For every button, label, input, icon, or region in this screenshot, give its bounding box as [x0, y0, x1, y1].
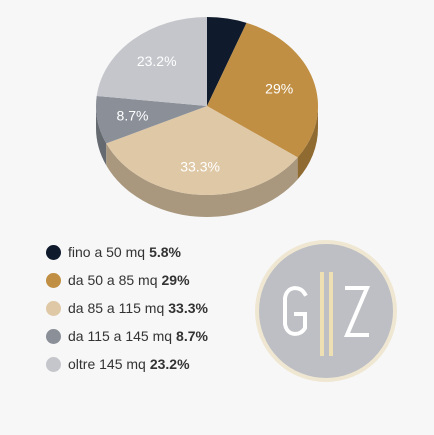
legend-item-da-85-a-115-mq[interactable]: da 85 a 115 mq 33.3%	[46, 294, 208, 322]
pie-side-da-50-a-85-mq	[297, 106, 318, 180]
slice-label-da-85-a-115-mq: 33.3%	[180, 158, 220, 174]
pie-slice-oltre-145-mq[interactable]	[96, 17, 207, 106]
pie-chart: 29% 33.3% 8.7% 23.2%	[95, 17, 318, 217]
pie-slice-fino-a-50-mq[interactable]	[207, 17, 247, 106]
legend-label: fino a 50 mq	[68, 244, 146, 260]
legend-item-oltre-145-mq[interactable]: oltre 145 mq 23.2%	[46, 350, 208, 378]
pie-side-da-85-a-115-mq	[106, 143, 298, 217]
legend-label: da 50 a 85 mq	[68, 272, 158, 288]
legend-label: da 85 a 115 mq	[68, 300, 165, 316]
legend-item-fino-a-50-mq[interactable]: fino a 50 mq 5.8%	[46, 238, 208, 266]
legend-value: 23.2%	[149, 356, 190, 372]
slice-label-da-115-a-145-mq: 8.7%	[117, 108, 149, 124]
legend-value: 33.3%	[168, 300, 208, 316]
pie-side-da-115-a-145-mq	[96, 106, 107, 166]
legend-value: 29%	[161, 272, 190, 288]
legend-swatch	[46, 328, 61, 344]
legend-swatch	[46, 300, 61, 316]
legend-swatch	[46, 272, 61, 288]
legend-item-da-115-a-145-mq[interactable]: da 115 a 145 mq 8.7%	[46, 322, 208, 350]
pie-slice-da-115-a-145-mq[interactable]	[95, 95, 207, 144]
legend-item-da-50-a-85-mq[interactable]: da 50 a 85 mq 29%	[46, 266, 208, 294]
legend-swatch	[46, 244, 61, 260]
gz-logo	[255, 240, 397, 382]
legend-value: 8.7%	[176, 328, 208, 344]
legend-label: oltre 145 mq	[68, 356, 146, 372]
gz-monogram-icon	[283, 272, 371, 356]
legend-swatch	[46, 356, 61, 372]
slice-label-da-50-a-85-mq: 29%	[265, 80, 293, 96]
legend-value: 5.8%	[149, 244, 181, 260]
legend: fino a 50 mq 5.8% da 50 a 85 mq 29% da 8…	[46, 238, 208, 378]
pie-slice-da-50-a-85-mq[interactable]	[207, 22, 318, 158]
slice-label-oltre-145-mq: 23.2%	[137, 53, 177, 69]
pie-slice-da-85-a-115-mq[interactable]	[106, 106, 298, 195]
legend-label: da 115 a 145 mq	[68, 328, 173, 344]
